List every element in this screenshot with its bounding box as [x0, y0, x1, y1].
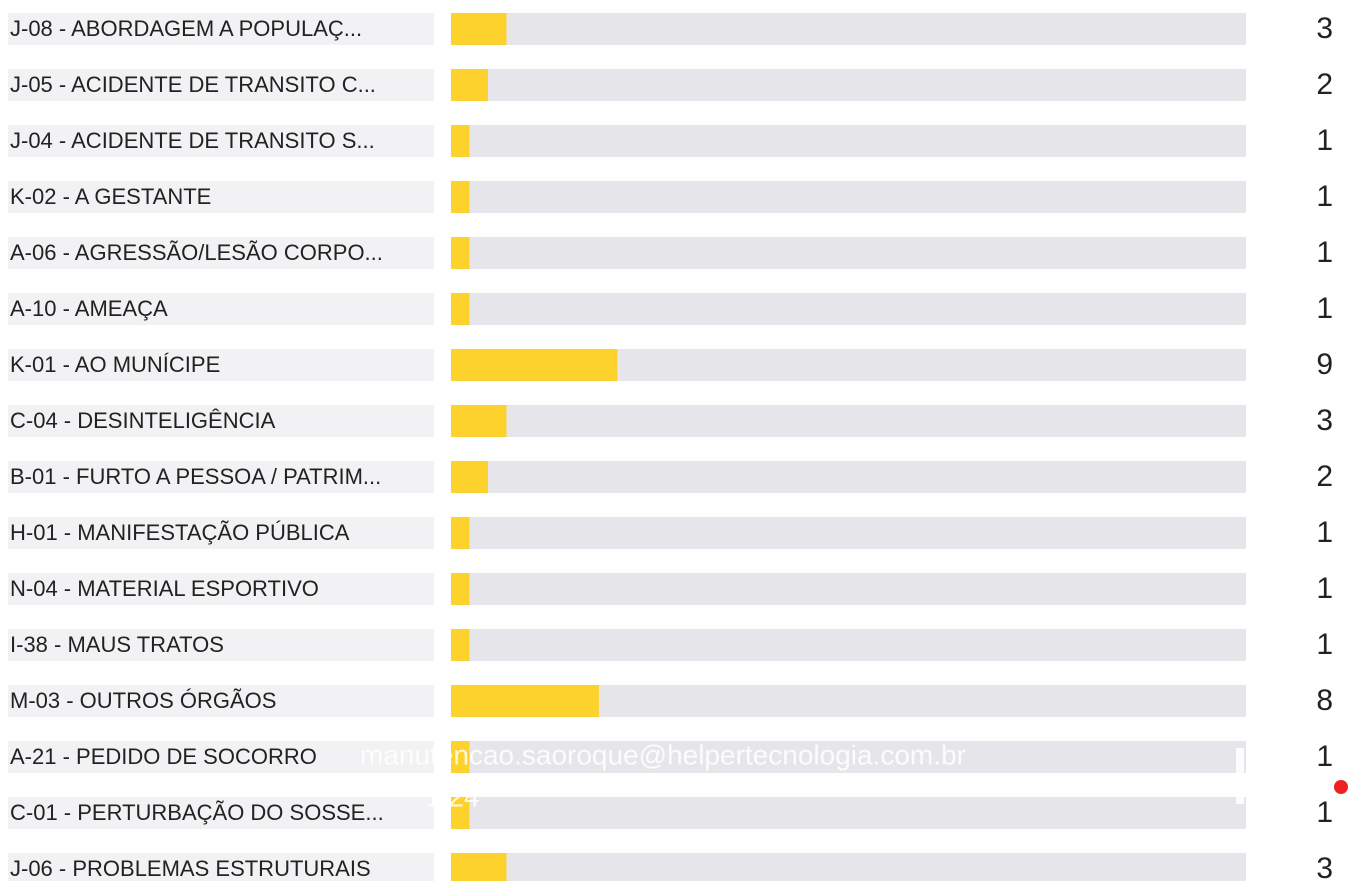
value-label: 1 [1316, 124, 1333, 157]
category-label: H-01 - MANIFESTAÇÃO PÚBLICA [10, 520, 350, 545]
bar [451, 629, 470, 661]
bar-track [451, 853, 1246, 881]
bar-track [451, 797, 1246, 829]
label-bg [8, 853, 434, 881]
bar [451, 405, 507, 437]
bar-track [451, 181, 1246, 213]
label-bg [8, 629, 434, 661]
category-label: I-38 - MAUS TRATOS [10, 632, 224, 657]
value-label: 1 [1316, 740, 1333, 773]
value-label: 1 [1316, 628, 1333, 661]
bar-track [451, 517, 1246, 549]
category-label: A-10 - AMEAÇA [10, 296, 168, 321]
category-label: B-01 - FURTO A PESSOA / PATRIM... [10, 464, 381, 489]
value-label: 2 [1316, 460, 1333, 493]
bar-track [451, 69, 1246, 101]
value-label: 2 [1316, 68, 1333, 101]
bar [451, 461, 488, 493]
value-label: 3 [1316, 404, 1333, 437]
bar-track [451, 13, 1246, 45]
bar [451, 685, 599, 717]
category-label: J-04 - ACIDENTE DE TRANSITO S... [10, 128, 375, 153]
label-bg [8, 349, 434, 381]
label-bg [8, 293, 434, 325]
category-label: A-06 - AGRESSÃO/LESÃO CORPO... [10, 240, 383, 265]
category-label: C-04 - DESINTELIGÊNCIA [10, 408, 276, 433]
category-label: J-05 - ACIDENTE DE TRANSITO C... [10, 72, 376, 97]
category-label: K-01 - AO MUNÍCIPE [10, 352, 220, 377]
overlay-version: 1.24 [425, 781, 480, 812]
bar [451, 125, 470, 157]
bar-track [451, 573, 1246, 605]
label-bg [8, 69, 434, 101]
bar [451, 853, 507, 881]
bar [451, 13, 507, 45]
category-label: A-21 - PEDIDO DE SOCORRO [10, 744, 317, 769]
value-label: 1 [1316, 180, 1333, 213]
value-label: 1 [1316, 292, 1333, 325]
bar [451, 741, 470, 773]
label-bg [8, 237, 434, 269]
bar-track [451, 629, 1246, 661]
label-bg [8, 797, 434, 829]
label-bg [8, 741, 434, 773]
logo [1236, 748, 1244, 804]
category-label: J-08 - ABORDAGEM A POPULAÇ... [10, 16, 362, 41]
logo-dot [1334, 780, 1348, 794]
bar-track [451, 405, 1246, 437]
label-bg [8, 13, 434, 45]
value-label: 1 [1316, 516, 1333, 549]
value-label: 3 [1316, 12, 1333, 45]
label-bg [8, 573, 434, 605]
label-bg [8, 405, 434, 437]
category-label: K-02 - A GESTANTE [10, 184, 211, 209]
bar [451, 237, 470, 269]
bar [451, 293, 470, 325]
value-label: 9 [1316, 348, 1333, 381]
bar-track [451, 125, 1246, 157]
bar [451, 69, 488, 101]
bar-track [451, 237, 1246, 269]
category-label: J-06 - PROBLEMAS ESTRUTURAIS [10, 856, 371, 881]
bar-track [451, 293, 1246, 325]
category-label: M-03 - OUTROS ÓRGÃOS [10, 688, 276, 713]
bar-track [451, 461, 1246, 493]
label-bg [8, 461, 434, 493]
bar [451, 349, 618, 381]
bar [451, 797, 470, 829]
value-label: 1 [1316, 572, 1333, 605]
label-bg [8, 685, 434, 717]
label-bg [8, 125, 434, 157]
category-label: N-04 - MATERIAL ESPORTIVO [10, 576, 319, 601]
overlay-email: manutencao.saoroque@helpertecnologia.com… [360, 739, 966, 770]
label-bg [8, 517, 434, 549]
bar [451, 517, 470, 549]
label-bg [8, 181, 434, 213]
value-label: 3 [1316, 852, 1333, 881]
bar [451, 573, 470, 605]
value-label: 8 [1316, 684, 1333, 717]
value-label: 1 [1316, 236, 1333, 269]
bar-track [451, 741, 1246, 773]
bar [451, 181, 470, 213]
category-label: C-01 - PERTURBAÇÃO DO SOSSE... [10, 800, 384, 825]
value-label: 1 [1316, 796, 1333, 829]
